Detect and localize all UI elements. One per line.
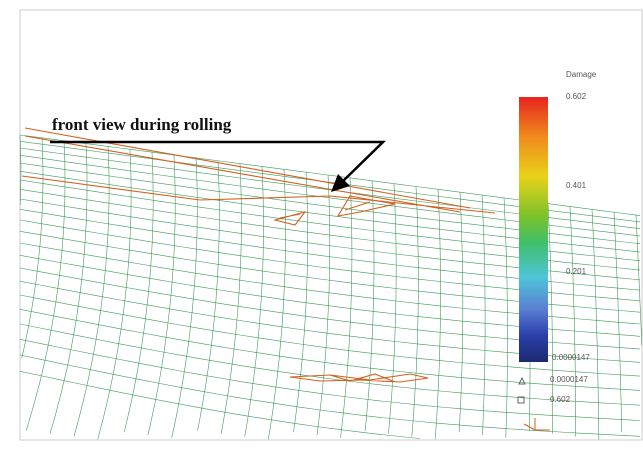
legend-tick: 0.602 [566, 92, 587, 101]
max-marker-label: 0.602 [550, 395, 571, 404]
legend-tick: 0.201 [566, 267, 587, 276]
legend-tick: 0.401 [566, 181, 587, 190]
min-marker-label: 0.0000147 [550, 375, 588, 384]
screenshot: front view during rolling Damage 0.602 0… [0, 0, 643, 457]
legend-tick: 0.0000147 [552, 353, 590, 362]
color-bar [519, 97, 548, 362]
annotation: front view during rolling [52, 115, 232, 134]
legend-title: Damage [566, 70, 597, 79]
